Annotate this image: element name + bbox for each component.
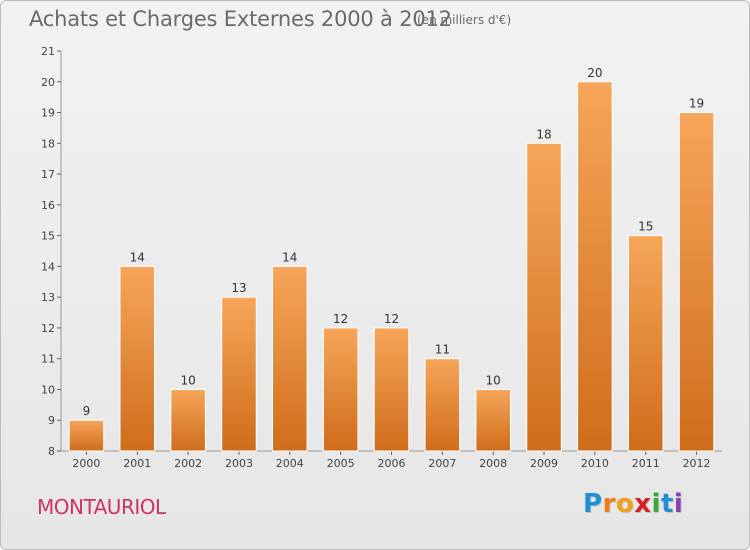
bar-2003 [221, 296, 257, 452]
logo-letter: o [615, 489, 635, 519]
y-tick-label: 10 [41, 383, 55, 396]
logo-letter: t [660, 489, 674, 519]
y-tick-label: 17 [41, 168, 55, 181]
x-tick-label-2001: 2001 [123, 457, 151, 470]
y-tick-label: 16 [41, 199, 55, 212]
x-tick-label-2006: 2006 [378, 457, 406, 470]
data-label-2008: 10 [486, 373, 501, 387]
data-label-2007: 11 [435, 343, 450, 357]
x-tick-label-2004: 2004 [276, 457, 304, 470]
x-tick-label-2012: 2012 [683, 457, 711, 470]
x-tick-label-2007: 2007 [428, 457, 456, 470]
y-tick-label: 14 [41, 260, 55, 273]
x-tick-label-2009: 2009 [530, 457, 558, 470]
logo-letter: i [673, 489, 684, 519]
data-label-2011: 15 [638, 220, 653, 234]
bar-2009 [526, 142, 562, 452]
bar-2005 [322, 327, 359, 452]
x-tick-label-2011: 2011 [632, 457, 660, 470]
commune-name: MONTAURIOL [37, 495, 166, 519]
x-tick-label-2008: 2008 [479, 457, 507, 470]
logo-letter: x [634, 489, 652, 519]
data-label-2005: 12 [333, 312, 348, 326]
y-tick-label: 11 [41, 353, 55, 366]
y-axis: 8 9 10 11 12 13 14 15 16 17 18 19 20 21 [41, 45, 62, 458]
logo-letter: i [651, 489, 661, 519]
data-label-2001: 14 [130, 250, 145, 264]
bar-2006 [373, 327, 410, 452]
logo-letter: P [583, 489, 603, 519]
y-tick-label: 20 [41, 76, 55, 89]
bars-group: 9 14 10 13 14 12 12 11 10 18 20 15 19 [68, 66, 715, 452]
bar-2010 [577, 81, 613, 452]
bar-2007 [424, 358, 461, 452]
chart-title: Achats et Charges Externes 2000 à 2012 [29, 7, 452, 31]
y-tick-label: 12 [41, 322, 55, 335]
logo-letter: r [602, 489, 616, 519]
y-tick-label: 19 [41, 107, 55, 120]
proxiti-logo[interactable]: Proxiti [583, 489, 683, 519]
bar-2011 [627, 235, 664, 452]
data-label-2003: 13 [231, 281, 246, 295]
data-label-2012: 19 [689, 97, 704, 111]
x-tick-label-2005: 2005 [327, 457, 355, 470]
x-tick-label-2003: 2003 [225, 457, 253, 470]
y-tick-label: 18 [41, 137, 55, 150]
data-label-2006: 12 [384, 312, 399, 326]
y-tick-label: 8 [48, 445, 55, 458]
data-label-2000: 9 [83, 404, 91, 418]
x-tick-label-2010: 2010 [581, 457, 609, 470]
x-tick-label-2002: 2002 [174, 457, 202, 470]
bar-2004 [272, 265, 308, 452]
y-tick-label: 21 [41, 45, 55, 58]
y-tick-label: 9 [48, 414, 55, 427]
chart-subtitle: (en milliers d'€) [417, 13, 512, 27]
y-tick-label: 13 [41, 291, 55, 304]
data-label-2010: 20 [587, 66, 602, 80]
bar-2001 [119, 265, 156, 452]
data-label-2002: 10 [180, 373, 195, 387]
bar-2002 [170, 388, 206, 452]
bar-2008 [475, 388, 511, 452]
x-axis: 2000 2001 2002 2003 2004 2005 2006 2007 2008 2009… [61, 450, 722, 470]
data-label-2004: 14 [282, 250, 297, 264]
x-tick-label-2000: 2000 [72, 457, 100, 470]
bar-2000 [68, 419, 105, 452]
y-tick-label: 15 [41, 230, 55, 243]
data-label-2009: 18 [536, 127, 551, 141]
bar-2012 [678, 112, 715, 452]
